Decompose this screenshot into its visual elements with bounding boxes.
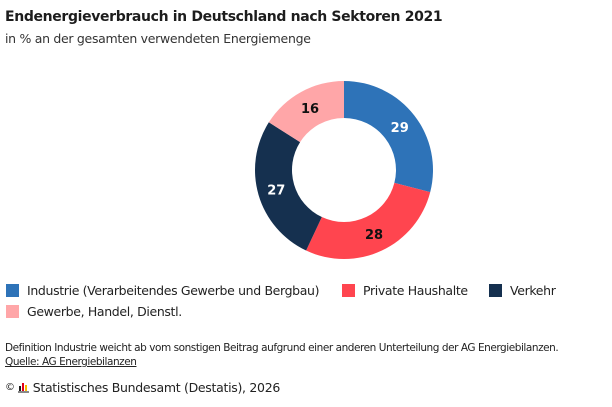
source-link[interactable]: Quelle: AG Energiebilanzen bbox=[5, 356, 137, 368]
donut-slice-industrie[interactable] bbox=[344, 81, 433, 193]
copyright-symbol: © bbox=[5, 382, 15, 393]
legend-swatch bbox=[6, 305, 19, 318]
legend-swatch bbox=[342, 284, 355, 297]
chart-title: Endenergieverbrauch in Deutschland nach … bbox=[5, 9, 443, 25]
footnote-definition: Definition Industrie weicht ab vom sonst… bbox=[5, 342, 559, 354]
footer-copyright: © Statistisches Bundesamt (Destatis), 20… bbox=[5, 380, 280, 395]
legend-label: Verkehr bbox=[510, 283, 556, 298]
donut-chart: 29 28 27 16 bbox=[255, 81, 433, 259]
legend-label: Gewerbe, Handel, Dienstl. bbox=[27, 304, 182, 319]
legend-swatch bbox=[6, 284, 19, 297]
legend-swatch bbox=[489, 284, 502, 297]
legend-item-gewerbe[interactable]: Gewerbe, Handel, Dienstl. bbox=[6, 304, 182, 319]
chart-subtitle: in % an der gesamten verwendeten Energie… bbox=[5, 31, 311, 46]
legend-label: Private Haushalte bbox=[363, 283, 468, 298]
data-label-industrie: 29 bbox=[391, 121, 409, 136]
data-label-gewerbe: 16 bbox=[301, 102, 319, 117]
legend-item-private-haushalte[interactable]: Private Haushalte bbox=[342, 283, 468, 298]
donut-slice-gewerbe[interactable] bbox=[268, 81, 344, 143]
legend-label: Industrie (Verarbeitendes Gewerbe und Be… bbox=[27, 283, 320, 298]
footer-text: Statistisches Bundesamt (Destatis), 2026 bbox=[32, 380, 281, 395]
legend-item-verkehr[interactable]: Verkehr bbox=[489, 283, 556, 298]
data-label-private-haushalte: 28 bbox=[365, 228, 383, 243]
legend-item-industrie[interactable]: Industrie (Verarbeitendes Gewerbe und Be… bbox=[6, 283, 320, 298]
donut-slice-private-haushalte[interactable] bbox=[306, 182, 431, 259]
data-label-verkehr: 27 bbox=[267, 184, 285, 199]
donut-slice-verkehr[interactable] bbox=[255, 122, 322, 251]
destatis-logo-icon bbox=[17, 382, 29, 393]
